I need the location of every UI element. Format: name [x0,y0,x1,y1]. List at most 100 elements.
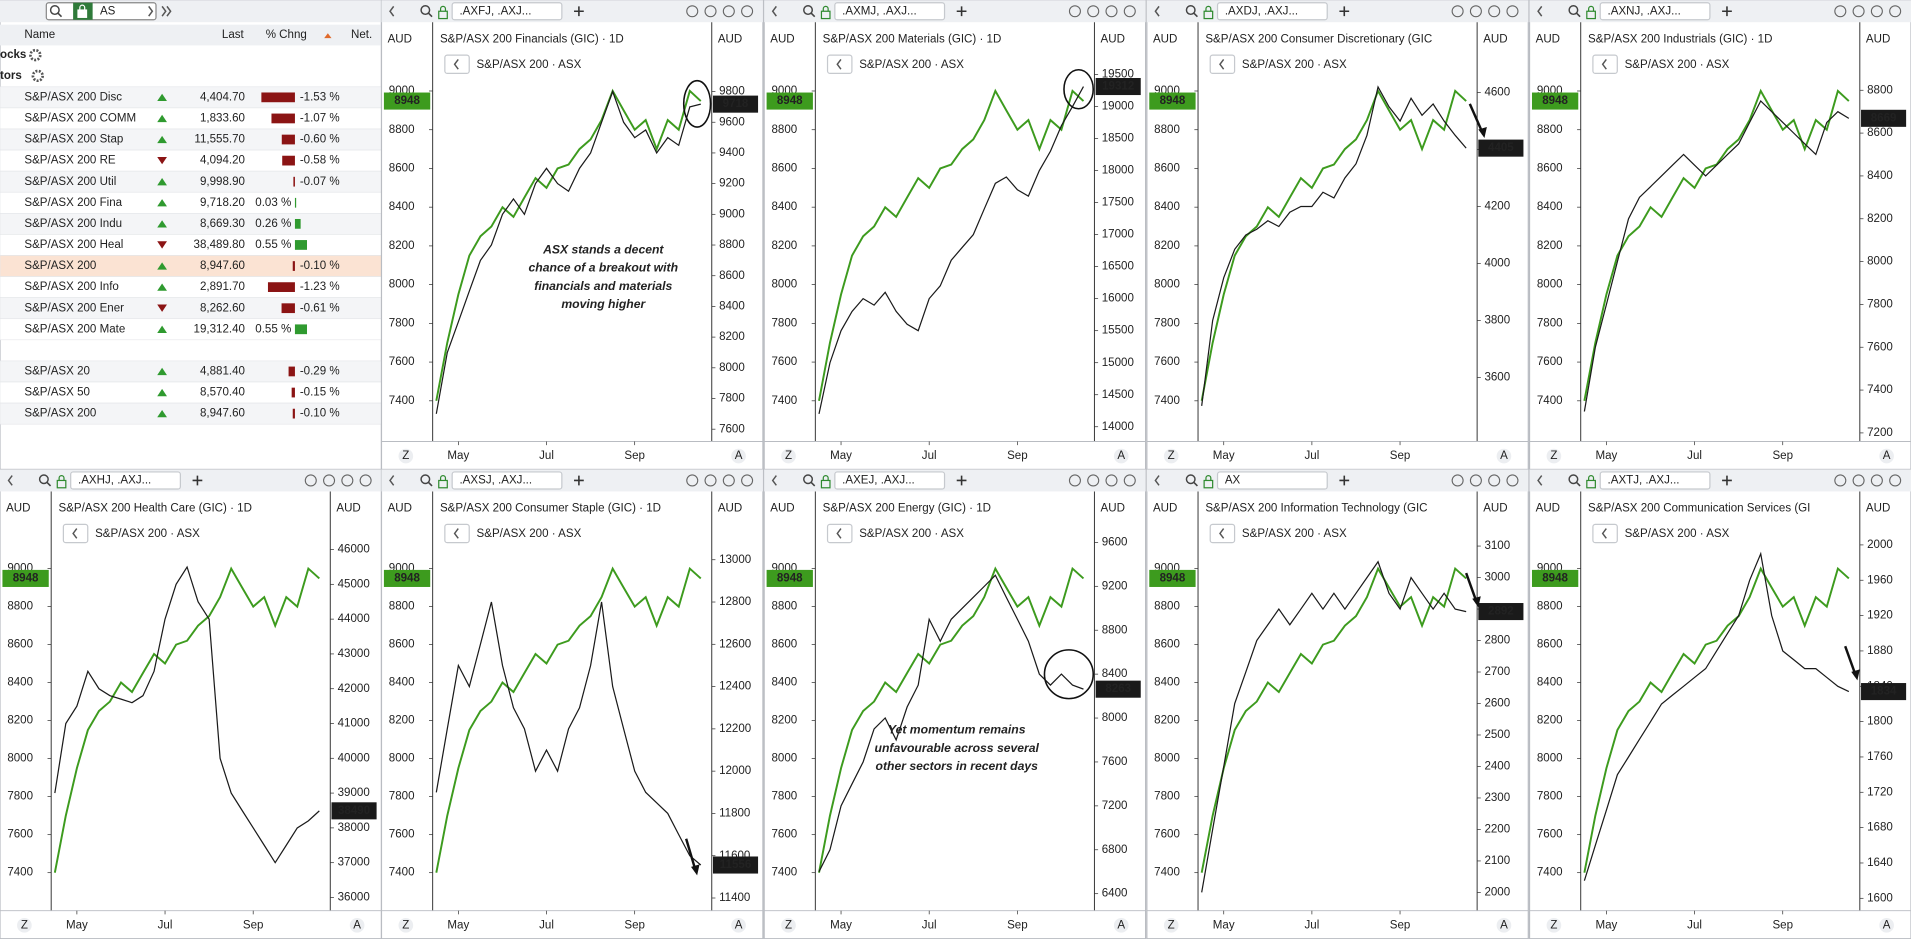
tab-box[interactable] [1216,2,1328,21]
axis-button-label[interactable]: Z [1550,450,1557,462]
chevron-icon[interactable] [161,5,167,17]
axis-button[interactable] [1546,918,1562,933]
header-icon[interactable] [1870,5,1883,18]
chevron-icon[interactable] [72,528,78,539]
tab-box[interactable] [451,2,563,21]
header-icon[interactable] [1087,474,1100,487]
chevron-icon[interactable] [1219,58,1225,70]
axis-button-label[interactable]: A [735,450,743,462]
header-icon[interactable] [304,474,317,487]
axis-button[interactable] [731,448,746,464]
header-icon[interactable] [1834,474,1847,487]
back-button[interactable] [1592,523,1618,544]
axis-button-label[interactable]: A [1117,450,1125,462]
search-icon[interactable] [49,5,60,16]
tab-box[interactable] [834,2,946,21]
add-tab-icon[interactable] [1339,475,1350,486]
tab-label[interactable]: .AXFJ, .AXJ... [459,5,531,17]
column-label[interactable]: % Chng [266,29,307,41]
chevron-icon[interactable] [836,58,842,70]
header-icon[interactable] [1451,474,1464,487]
add-tab-icon[interactable] [1722,475,1732,486]
add-tab-icon[interactable] [574,475,584,486]
search-icon[interactable] [38,474,49,485]
axis-button-label[interactable]: Z [402,919,409,931]
column-label[interactable]: Last [222,29,245,41]
tab-label[interactable]: AX [1225,475,1241,487]
gear-icon[interactable] [31,69,44,83]
header-icon[interactable] [1469,5,1482,18]
chevron-icon[interactable] [166,5,172,17]
tab-label[interactable]: .AXMJ, .AXJ... [842,5,917,17]
back-button[interactable] [444,523,470,544]
axis-button[interactable] [1879,918,1894,933]
axis-button[interactable] [349,918,365,933]
search-icon[interactable] [420,474,431,485]
header-icon[interactable] [686,474,699,487]
axis-button[interactable] [731,918,746,933]
search-icon[interactable] [1568,474,1579,485]
axis-button-label[interactable]: Z [785,450,792,462]
tab-box[interactable] [451,471,563,490]
chevron-icon[interactable] [1219,528,1225,539]
tab-box[interactable] [1599,471,1711,490]
axis-button[interactable] [1113,448,1129,464]
header-icon[interactable] [1852,5,1865,18]
search-icon[interactable] [420,5,431,16]
add-tab-icon[interactable] [1722,6,1732,17]
chevron-icon[interactable] [389,475,395,486]
group-label[interactable]: ocks [0,49,26,61]
axis-button-label[interactable]: Z [1550,919,1557,931]
chevron-icon[interactable] [148,5,154,17]
axis-button-label[interactable]: Z [1168,919,1175,931]
header-icon[interactable] [1087,5,1100,18]
back-button[interactable] [62,523,89,544]
back-button[interactable] [1209,523,1236,544]
header-icon[interactable] [1852,474,1865,487]
header-icon[interactable] [1834,5,1847,18]
header-icon[interactable] [1123,5,1136,18]
chevron-icon[interactable] [1537,5,1543,17]
axis-button-label[interactable]: Z [402,450,409,462]
header-icon[interactable] [704,474,717,487]
tab-box[interactable] [834,471,946,490]
header-icon[interactable] [741,474,754,487]
axis-button[interactable] [398,918,414,933]
chevron-icon[interactable] [771,475,777,486]
header-icon[interactable] [1123,474,1136,487]
tab-label[interactable]: .AXEJ, .AXJ... [842,475,915,487]
header-icon[interactable] [1469,474,1482,487]
group-label[interactable]: tors [0,70,22,82]
chevron-icon[interactable] [1601,58,1607,70]
chevron-icon[interactable] [1154,5,1160,17]
axis-button-label[interactable]: A [735,919,743,931]
add-tab-icon[interactable] [956,6,967,17]
header-icon[interactable] [1451,5,1464,18]
add-tab-icon[interactable] [956,475,967,486]
axis-button-label[interactable]: A [1500,919,1508,931]
header-icon[interactable] [741,5,754,18]
axis-button[interactable] [398,448,414,464]
axis-button-label[interactable]: A [1117,919,1125,931]
search-icon[interactable] [803,474,814,485]
header-icon[interactable] [1870,474,1883,487]
axis-button[interactable] [1163,918,1179,933]
chevron-icon[interactable] [389,5,395,17]
header-icon[interactable] [1068,5,1081,18]
axis-button[interactable] [1496,448,1512,464]
axis-button-label[interactable]: A [353,919,361,931]
gear-icon[interactable] [29,48,42,62]
add-tab-icon[interactable] [192,475,203,486]
axis-button-label[interactable]: A [1883,450,1891,462]
column-label[interactable]: Net. [351,29,372,41]
axis-button-label[interactable]: Z [21,919,28,931]
tab-label[interactable]: .AXTJ, .AXJ... [1608,475,1680,487]
tab-box[interactable] [70,471,181,490]
axis-button[interactable] [781,918,796,933]
add-tab-icon[interactable] [574,6,584,17]
chevron-icon[interactable] [771,5,777,17]
tab-box[interactable] [1599,2,1711,21]
header-icon[interactable] [341,474,354,487]
search-icon[interactable] [1568,5,1579,16]
search-icon[interactable] [1185,5,1196,16]
